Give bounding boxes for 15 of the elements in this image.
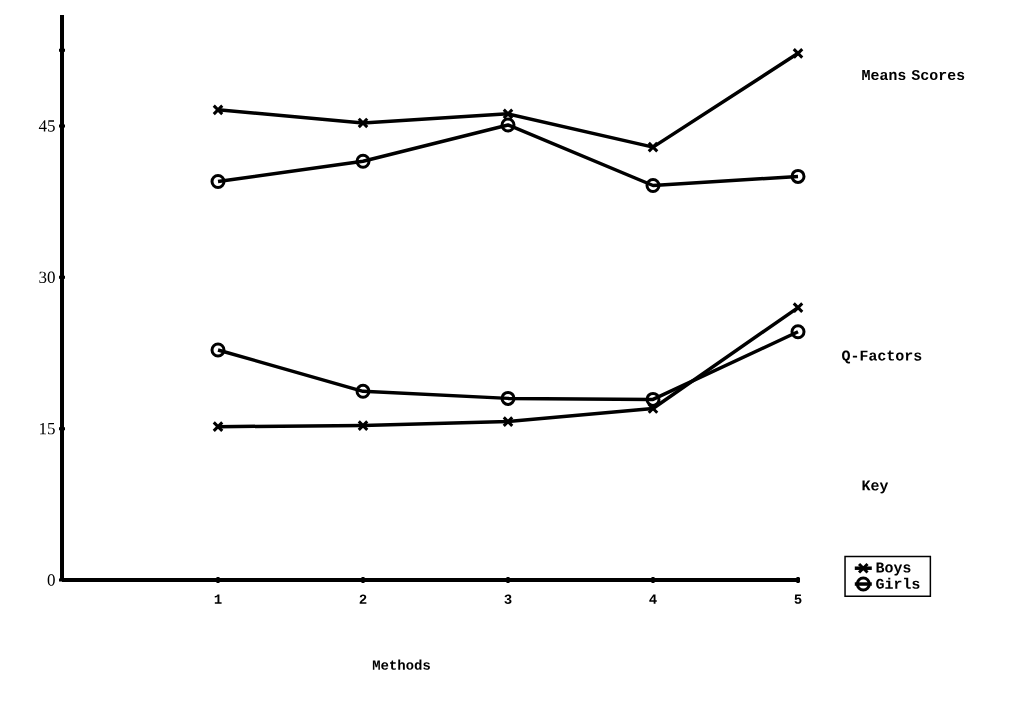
x-tick-label: 4 — [649, 594, 657, 604]
y-tick-label: 0 — [47, 574, 55, 586]
legend-label: Boys — [876, 562, 911, 576]
y-tick-label: 30 — [39, 271, 55, 284]
x-tick-label: 5 — [794, 594, 802, 604]
x-axis-title: Methods — [372, 659, 430, 670]
x-tick-label: 2 — [359, 594, 367, 604]
text: Q-Factors — [842, 350, 922, 364]
x-tick-label: 3 — [504, 594, 512, 604]
text: Means Scores — [862, 69, 965, 81]
y-tick-label: 15 — [40, 422, 55, 435]
legend-label: Girls — [876, 577, 920, 589]
text: Key — [862, 480, 889, 494]
x-tick-label: 1 — [214, 594, 222, 604]
y-tick-label: 45 — [38, 120, 55, 132]
